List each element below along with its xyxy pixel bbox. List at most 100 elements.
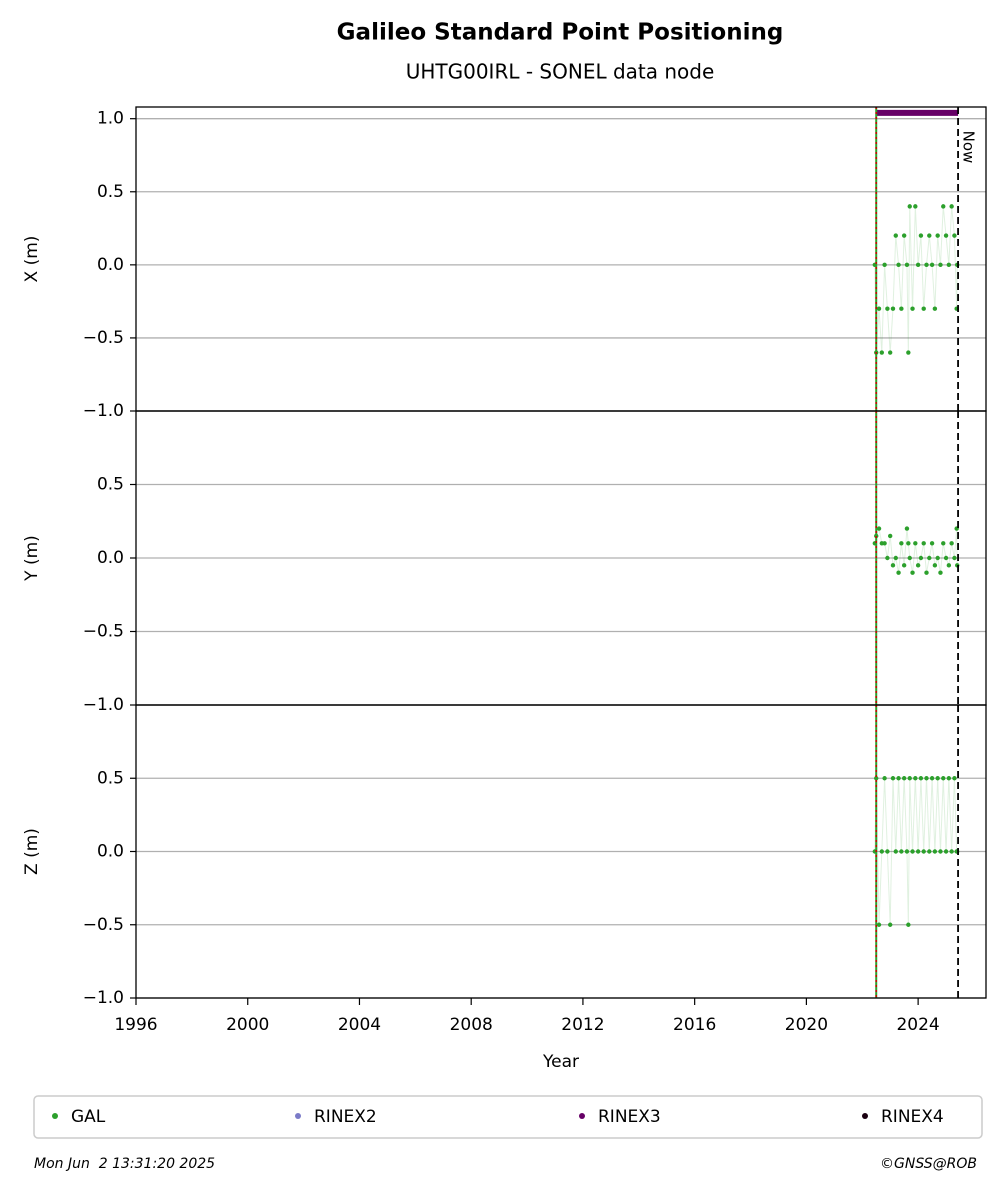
y-tick-label: 1.0 — [97, 109, 124, 129]
data-point — [913, 204, 918, 209]
data-point — [952, 776, 957, 781]
series-line — [874, 206, 958, 353]
axes-frame — [135, 704, 987, 999]
data-point — [890, 776, 896, 781]
data-point — [924, 262, 929, 268]
legend-box — [33, 1095, 983, 1139]
data-point — [893, 849, 898, 854]
data-point — [879, 849, 885, 854]
data-point — [899, 849, 904, 854]
data-point — [924, 570, 929, 575]
y-tick-label: 0.0 — [97, 255, 124, 275]
data-point — [949, 541, 954, 546]
data-point — [890, 563, 896, 568]
data-point — [941, 204, 946, 209]
data-point — [929, 776, 935, 781]
data-point — [907, 776, 912, 781]
copyright: ©GNSS@ROB — [880, 1156, 977, 1172]
data-point — [949, 849, 954, 854]
data-point — [913, 541, 918, 546]
data-point — [896, 570, 901, 575]
data-point — [921, 849, 926, 854]
x-tick-label: 2016 — [673, 1015, 716, 1035]
now-label: Now — [960, 131, 978, 164]
data-point — [935, 233, 940, 238]
data-point — [882, 541, 887, 546]
data-point — [935, 776, 940, 781]
data-point — [904, 262, 910, 268]
x-tick-label: 2024 — [896, 1015, 939, 1035]
data-point — [876, 922, 882, 927]
data-point — [896, 776, 901, 781]
data-point — [913, 776, 918, 781]
data-point — [910, 306, 915, 311]
data-point — [906, 922, 911, 927]
data-point — [887, 533, 893, 539]
data-point — [882, 776, 887, 781]
data-point — [906, 541, 911, 546]
legend-label: RINEX4 — [881, 1107, 944, 1127]
data-point — [943, 849, 949, 854]
x-tick-label: 2008 — [450, 1015, 493, 1035]
x-tick-label: 1996 — [114, 1015, 157, 1035]
legend-marker — [579, 1113, 585, 1119]
y-tick-label: −0.5 — [83, 915, 124, 935]
data-point — [887, 922, 893, 927]
data-point — [893, 555, 898, 561]
chart-subtitle: UHTG00IRL - SONEL data node — [406, 60, 715, 84]
x-axis-label: Year — [542, 1052, 579, 1072]
data-point — [901, 233, 907, 238]
data-point — [915, 563, 921, 568]
data-point — [938, 262, 943, 268]
y-tick-label: −0.5 — [83, 622, 124, 642]
x-tick-label: 2004 — [338, 1015, 381, 1035]
data-point — [915, 849, 921, 854]
data-point — [938, 849, 943, 854]
data-point — [932, 849, 938, 854]
data-point — [899, 541, 904, 546]
data-point — [941, 776, 946, 781]
data-point — [927, 849, 932, 854]
legend-marker — [295, 1113, 301, 1119]
axes-frame — [135, 106, 987, 412]
x-tick-label: 2020 — [785, 1015, 828, 1035]
data-point — [890, 306, 896, 311]
chart-title: Galileo Standard Point Positioning — [337, 20, 784, 46]
data-point — [921, 306, 926, 311]
data-point — [910, 849, 915, 854]
data-point — [876, 306, 882, 311]
data-point — [918, 776, 924, 781]
data-point — [946, 262, 952, 268]
data-point — [943, 233, 949, 238]
y-tick-label: −0.5 — [83, 328, 124, 348]
series-line — [874, 526, 958, 573]
legend-marker — [52, 1113, 58, 1119]
data-point — [943, 555, 949, 561]
data-point — [885, 306, 890, 311]
data-point — [899, 306, 904, 311]
y-tick-label: −1.0 — [83, 988, 124, 1008]
data-point — [952, 555, 957, 561]
legend-label: RINEX3 — [598, 1107, 661, 1127]
data-point — [927, 555, 932, 561]
data-point — [952, 233, 957, 238]
data-point — [907, 204, 912, 209]
legend-label: RINEX2 — [314, 1107, 377, 1127]
data-point — [918, 555, 924, 561]
data-point — [929, 541, 935, 546]
timestamp: Mon Jun 2 13:31:20 2025 — [34, 1156, 215, 1172]
data-point — [938, 570, 943, 575]
y-tick-label: 0.0 — [97, 842, 124, 862]
data-point — [893, 233, 898, 238]
data-point — [904, 849, 910, 854]
data-point — [882, 262, 887, 268]
y-tick-label: −1.0 — [83, 695, 124, 715]
data-point — [927, 233, 932, 238]
data-point — [932, 306, 938, 311]
data-point — [921, 541, 926, 546]
data-point — [946, 563, 952, 568]
data-point — [901, 563, 907, 568]
data-point — [907, 555, 912, 561]
data-point — [941, 541, 946, 546]
